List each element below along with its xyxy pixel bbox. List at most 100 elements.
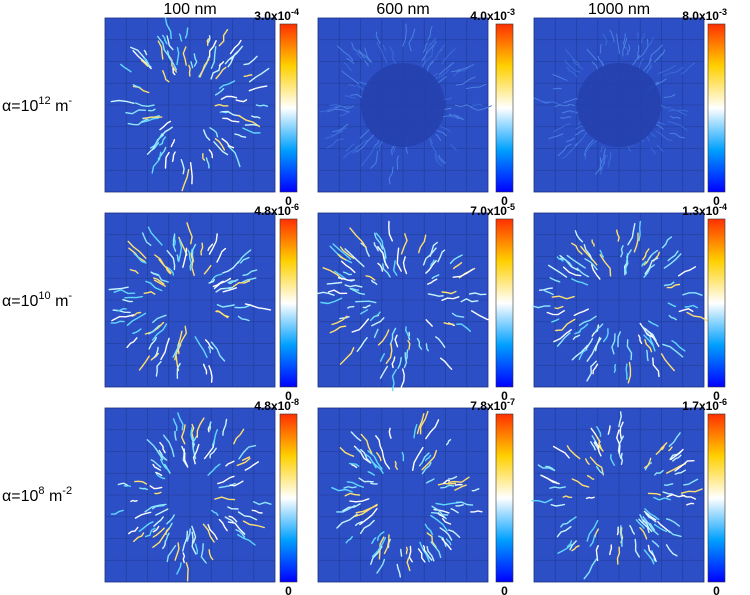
column-header: 1000 nm bbox=[588, 1, 650, 18]
field-vein bbox=[626, 44, 631, 56]
field-vein bbox=[423, 42, 428, 53]
field-vein bbox=[336, 513, 358, 529]
field-vein bbox=[337, 253, 347, 261]
field-vein bbox=[317, 291, 335, 296]
field-vein bbox=[647, 492, 661, 496]
field-vein bbox=[391, 369, 397, 392]
field-vein bbox=[194, 543, 199, 555]
field-vein bbox=[149, 485, 163, 490]
field-vein bbox=[644, 257, 659, 275]
field-vein bbox=[348, 83, 356, 88]
field-vein bbox=[224, 45, 243, 65]
field-vein bbox=[668, 432, 681, 447]
field-vein bbox=[394, 460, 398, 470]
field-vein bbox=[163, 434, 175, 458]
field-vein bbox=[551, 295, 575, 300]
field-vein bbox=[375, 31, 381, 44]
field-vein bbox=[167, 50, 178, 71]
field-vein bbox=[182, 530, 189, 552]
field-vein bbox=[451, 312, 465, 318]
field-vein bbox=[248, 85, 268, 92]
field-vein bbox=[339, 347, 355, 365]
field-vein bbox=[425, 419, 440, 440]
field-vein bbox=[643, 334, 656, 352]
field-vein bbox=[684, 304, 698, 309]
field-vein bbox=[177, 330, 183, 355]
field-vein bbox=[381, 245, 387, 259]
field-vein bbox=[455, 76, 476, 86]
field-vein bbox=[647, 249, 659, 261]
field-vein bbox=[355, 504, 378, 514]
field-vein bbox=[639, 527, 648, 540]
field-vein bbox=[451, 69, 461, 73]
field-vein bbox=[152, 323, 168, 341]
field-vein bbox=[117, 482, 128, 486]
field-vein bbox=[637, 31, 639, 39]
field-vein bbox=[437, 512, 446, 519]
field-vein bbox=[450, 143, 457, 151]
field-vein bbox=[218, 482, 236, 489]
field-vein bbox=[111, 314, 135, 322]
max-exponent: -7 bbox=[507, 397, 515, 407]
field-vein bbox=[596, 426, 602, 437]
field-vein bbox=[450, 508, 459, 514]
field-vein bbox=[370, 482, 378, 485]
field-vein bbox=[641, 33, 645, 44]
field-vein bbox=[454, 483, 463, 486]
field-vein bbox=[668, 446, 673, 452]
field-panel bbox=[317, 407, 489, 583]
field-vein bbox=[110, 320, 125, 324]
field-vein bbox=[408, 545, 413, 563]
field-vein bbox=[187, 249, 191, 259]
field-vein bbox=[448, 529, 461, 538]
field-vein bbox=[402, 256, 408, 275]
field-vein bbox=[186, 222, 193, 245]
field-panel bbox=[104, 407, 276, 583]
field-vein bbox=[241, 456, 251, 461]
field-vein bbox=[553, 122, 571, 133]
max-mantissa: 1.3x10 bbox=[682, 204, 719, 218]
field-vein bbox=[185, 562, 189, 582]
field-vein bbox=[227, 279, 239, 284]
field-vein bbox=[331, 315, 348, 326]
field-vein bbox=[155, 473, 166, 480]
field-vein bbox=[667, 120, 688, 131]
field-vein bbox=[376, 558, 386, 574]
field-vein bbox=[598, 442, 603, 450]
field-vein bbox=[210, 341, 226, 362]
field-vein bbox=[431, 274, 440, 279]
field-vein bbox=[186, 528, 191, 542]
field-vein bbox=[586, 360, 597, 382]
max-mantissa: 7.0x10 bbox=[470, 204, 507, 218]
field-vein bbox=[641, 325, 657, 342]
field-vein bbox=[578, 348, 588, 360]
field-vein bbox=[189, 162, 193, 185]
field-vein bbox=[538, 99, 561, 106]
field-vein bbox=[110, 509, 124, 515]
field-vein bbox=[453, 114, 465, 121]
field-vein bbox=[225, 460, 235, 467]
colorbar-max-label: 4.8x10-6 bbox=[254, 202, 299, 218]
field-vein bbox=[190, 252, 195, 276]
field-vein bbox=[583, 557, 598, 580]
field-vein bbox=[174, 344, 182, 361]
field-vein bbox=[145, 280, 163, 292]
field-vein bbox=[531, 498, 553, 504]
field-vein bbox=[599, 249, 605, 258]
field-vein bbox=[159, 136, 166, 146]
field-vein bbox=[573, 308, 589, 317]
field-vein bbox=[127, 240, 147, 259]
field-vein bbox=[364, 47, 373, 63]
field-vein bbox=[132, 50, 152, 70]
field-panel bbox=[531, 407, 705, 583]
field-vein bbox=[159, 441, 166, 454]
field-vein bbox=[215, 310, 229, 319]
field-vein bbox=[327, 108, 350, 113]
field-vein bbox=[180, 159, 185, 175]
field-vein bbox=[624, 249, 632, 271]
field-vein bbox=[155, 508, 169, 516]
field-vein bbox=[208, 346, 211, 354]
colorbar-max-label: 4.8x10-8 bbox=[254, 397, 299, 413]
field-vein bbox=[359, 519, 375, 535]
field-vein bbox=[578, 315, 597, 326]
